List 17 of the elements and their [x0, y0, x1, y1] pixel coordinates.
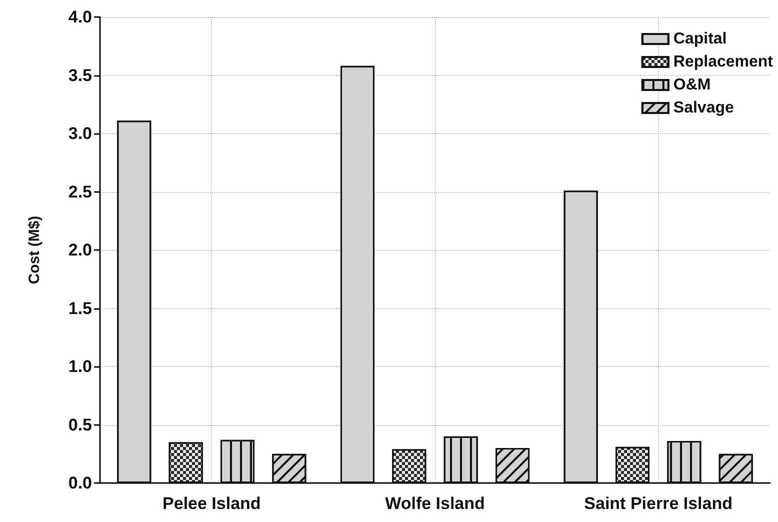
y-tick-label: 3.5: [68, 66, 92, 85]
y-tick-label: 2.0: [68, 240, 92, 260]
y-tick-label: 4.0: [68, 8, 92, 26]
x-tick-label: Pelee Island: [162, 494, 261, 513]
x-tick-label: Saint Pierre Island: [584, 494, 733, 513]
x-tick-label: Wolfe Island: [385, 494, 485, 513]
y-tick-label: 0.5: [68, 415, 92, 434]
legend-label: Salvage: [673, 100, 734, 116]
y-tick-label: 3.0: [68, 124, 92, 143]
y-tick-label: 1.5: [68, 298, 92, 318]
y-axis-title: Cost (M$): [26, 216, 43, 284]
y-tick-label: 0.0: [68, 474, 92, 492]
y-tick-label: 1.0: [68, 357, 92, 376]
legend-label: Capital: [673, 30, 727, 48]
legend-label: Replacement: [673, 54, 774, 70]
legend-label: O&M: [673, 76, 711, 94]
y-tick-label: 2.5: [68, 182, 92, 202]
